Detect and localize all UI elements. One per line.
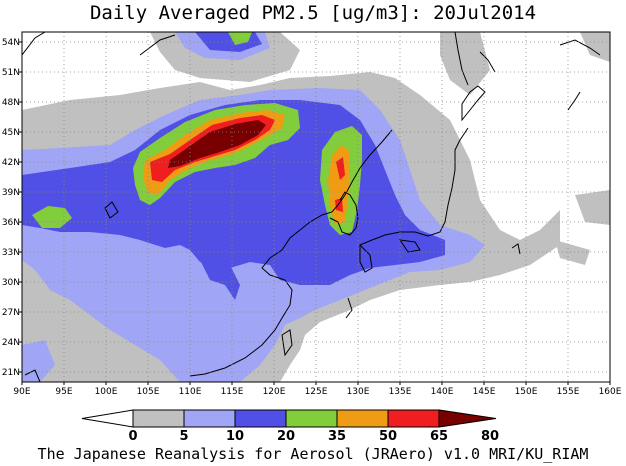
lat-tick-label: 27N (2, 308, 20, 318)
colorbar-segment (387, 409, 440, 428)
map-title: Daily Averaged PM2.5 [ug/m3]: 20Jul2014 (89, 2, 537, 24)
lat-tick-label: 36N (2, 218, 20, 228)
lat-tick-label: 51N (2, 68, 20, 78)
lat-tick-label: 42N (2, 158, 20, 168)
lat-tick-label: 39N (2, 188, 20, 198)
colorbar-label: 65 (430, 429, 448, 444)
lat-tick-label: 48N (2, 98, 20, 108)
lon-tick-label: 95E (55, 387, 72, 397)
lat-tick-label: 21N (2, 368, 20, 378)
longitude-ticks: 90E 95E 100E 105E 110E 115E 120E 125E 130E 135E 14… (13, 382, 622, 397)
colorbar-label: 20 (277, 429, 295, 444)
lon-tick-label: 120E (263, 387, 286, 397)
colorbar-label: 50 (379, 429, 397, 444)
lon-tick-label: 125E (305, 387, 328, 397)
lat-tick-label: 54N (2, 38, 20, 48)
lon-tick-label: 145E (473, 387, 496, 397)
colorbar-label: 5 (179, 429, 188, 444)
lat-tick-label: 45N (2, 128, 20, 138)
lon-tick-label: 90E (13, 387, 30, 397)
lat-tick-label: 30N (2, 278, 20, 288)
lon-tick-label: 100E (95, 387, 118, 397)
footer-credit: The Japanese Reanalysis for Aerosol (JRA… (37, 445, 589, 463)
colorbar-label: 0 (128, 429, 137, 444)
colorbar-over-arrow (438, 409, 497, 428)
colorbar-segment (132, 409, 185, 428)
lon-tick-label: 115E (221, 387, 244, 397)
lon-tick-label: 130E (347, 387, 370, 397)
lon-tick-label: 105E (137, 387, 160, 397)
lon-tick-label: 155E (557, 387, 580, 397)
colorbar-label: 80 (481, 429, 499, 444)
colorbar: 0 5 10 20 35 50 65 80 (81, 409, 499, 444)
lat-tick-label: 24N (2, 338, 20, 348)
colorbar-label: 10 (226, 429, 244, 444)
lat-tick-label: 33N (2, 248, 20, 258)
colorbar-segment (234, 409, 287, 428)
lon-tick-label: 150E (515, 387, 538, 397)
colorbar-segment (336, 409, 389, 428)
lon-tick-label: 140E (431, 387, 454, 397)
colorbar-under-arrow (81, 409, 134, 428)
contour-80 (168, 120, 266, 168)
lon-tick-label: 135E (389, 387, 412, 397)
lon-tick-label: 110E (179, 387, 202, 397)
colorbar-label: 35 (328, 429, 346, 444)
colorbar-segment (285, 409, 338, 428)
coastlines (22, 32, 601, 382)
colorbar-segment (183, 409, 236, 428)
lon-tick-label: 160E (599, 387, 622, 397)
latitude-ticks: 54N 51N 48N 45N 42N 39N 36N 33N 30N 27N 24N 21N (2, 38, 22, 378)
